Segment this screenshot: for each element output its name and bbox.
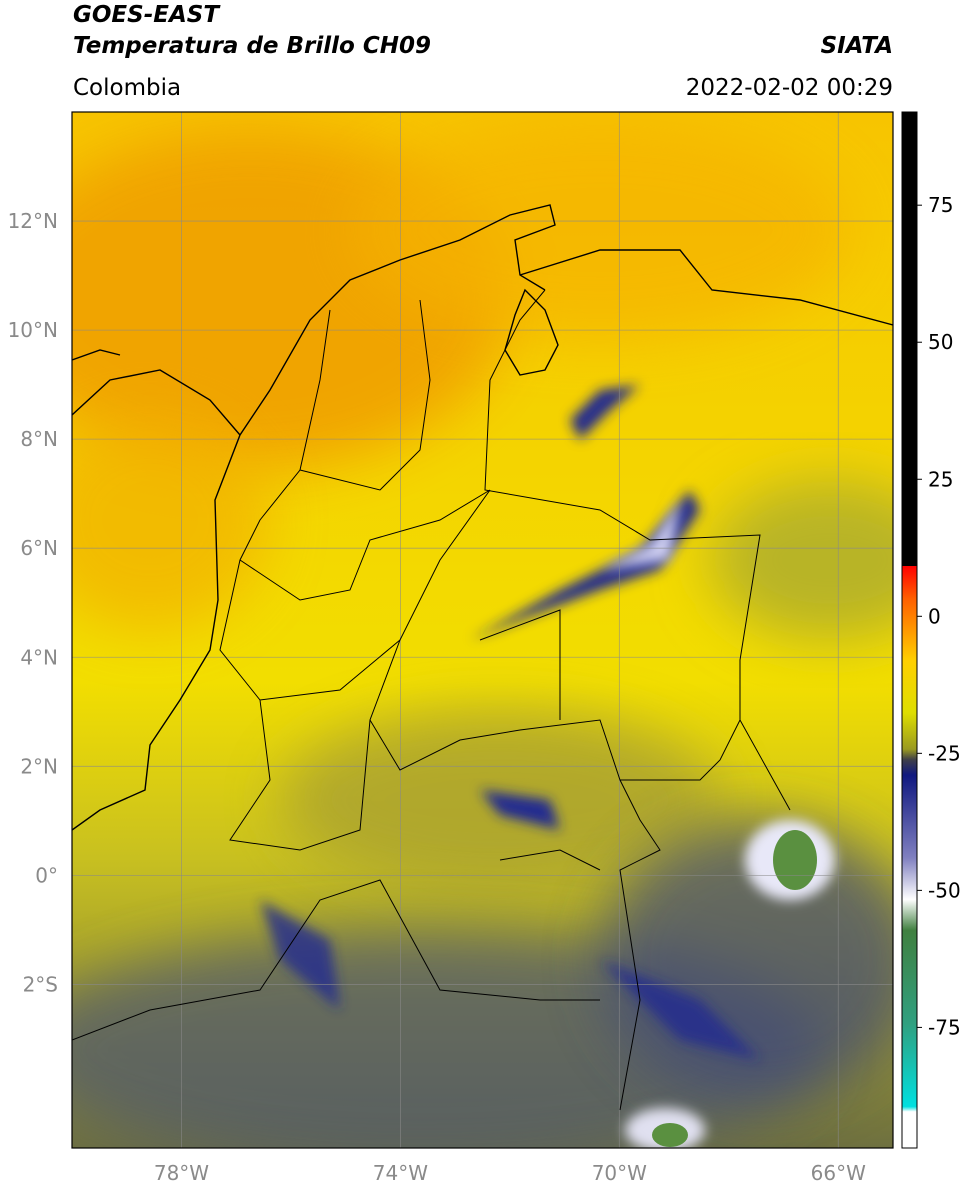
y-tick-label: 2°N xyxy=(20,754,58,778)
map-frame xyxy=(71,111,894,1149)
source: SIATA xyxy=(821,33,893,59)
y-tick-label: 12°N xyxy=(8,209,58,233)
lake-maracaibo xyxy=(504,288,559,376)
coastline xyxy=(72,204,893,831)
x-tick-label: 70°W xyxy=(592,1161,647,1185)
coastline xyxy=(72,349,241,436)
satellite-image xyxy=(72,112,893,1148)
x-tick-label: 78°W xyxy=(154,1161,209,1185)
x-tick-label: 74°W xyxy=(373,1161,428,1185)
colorbar xyxy=(901,111,918,1149)
colorbar-tick-label: -25 xyxy=(928,741,961,765)
x-tick-label: 66°W xyxy=(811,1161,866,1185)
y-tick-label: 6°N xyxy=(20,536,58,560)
department-border xyxy=(219,299,601,871)
colorbar-tick-label: -50 xyxy=(928,878,961,902)
y-tick-label: 4°N xyxy=(20,645,58,669)
colorbar-tick-label: -75 xyxy=(928,1015,961,1039)
colorbar-tick-label: 75 xyxy=(928,193,953,217)
country-border xyxy=(72,289,791,1111)
y-tick-label: 10°N xyxy=(8,318,58,342)
colorbar-tick-label: 50 xyxy=(928,330,953,354)
region: Colombia xyxy=(73,75,181,101)
subtitle: Temperatura de Brillo CH09 xyxy=(73,33,431,59)
colorbar-tick-label: 25 xyxy=(928,467,953,491)
y-tick-label: 2°S xyxy=(23,972,58,996)
timestamp: 2022-02-02 00:29 xyxy=(686,75,893,101)
y-tick-label: 8°N xyxy=(20,427,58,451)
y-tick-label: 0° xyxy=(35,863,58,887)
title: GOES-EAST xyxy=(73,2,221,28)
colorbar-tick-label: 0 xyxy=(928,604,941,628)
